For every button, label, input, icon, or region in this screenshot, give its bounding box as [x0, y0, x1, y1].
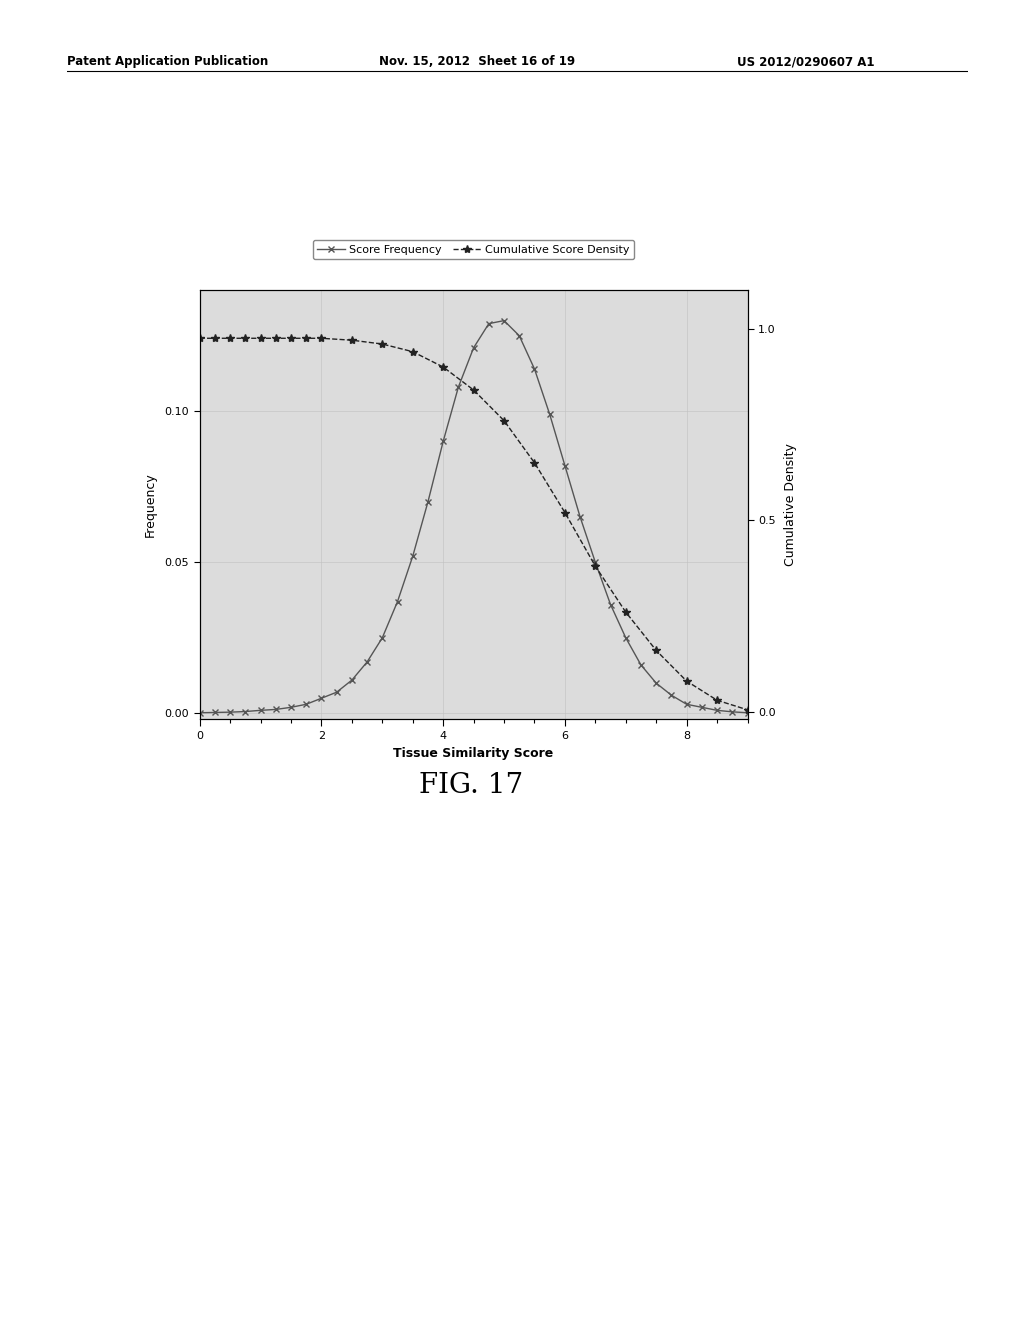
X-axis label: Tissue Similarity Score: Tissue Similarity Score	[393, 747, 554, 760]
Cumulative Score Density	[711, 692, 723, 708]
Cumulative Score Density	[224, 330, 237, 346]
Cumulative Score Density	[467, 381, 479, 397]
Line: Cumulative Score Density: Cumulative Score Density	[196, 334, 752, 714]
Score Frequency	[194, 705, 206, 721]
Score Frequency	[437, 433, 450, 449]
Text: Patent Application Publication: Patent Application Publication	[67, 55, 268, 69]
Line: Score Frequency: Score Frequency	[197, 318, 751, 715]
Score Frequency	[224, 705, 237, 721]
Score Frequency	[209, 705, 221, 721]
Cumulative Score Density	[650, 643, 663, 659]
Score Frequency	[589, 554, 601, 570]
Score Frequency	[635, 657, 647, 673]
Score Frequency	[346, 672, 358, 688]
Y-axis label: Frequency: Frequency	[143, 473, 157, 537]
Score Frequency	[453, 379, 465, 395]
Cumulative Score Density	[209, 330, 221, 346]
Cumulative Score Density	[254, 330, 266, 346]
Cumulative Score Density	[346, 333, 358, 348]
Score Frequency	[604, 597, 616, 612]
Score Frequency	[681, 697, 693, 713]
Score Frequency	[467, 339, 479, 355]
Cumulative Score Density	[589, 558, 601, 574]
Cumulative Score Density	[559, 504, 571, 520]
Score Frequency	[513, 327, 525, 343]
Y-axis label: Cumulative Density: Cumulative Density	[784, 444, 797, 566]
Cumulative Score Density	[285, 330, 297, 346]
Score Frequency	[741, 705, 754, 721]
Cumulative Score Density	[437, 359, 450, 375]
Score Frequency	[544, 407, 556, 422]
Text: US 2012/0290607 A1: US 2012/0290607 A1	[737, 55, 874, 69]
Cumulative Score Density	[620, 605, 632, 620]
Score Frequency	[695, 700, 708, 715]
Score Frequency	[376, 630, 388, 645]
Score Frequency	[650, 676, 663, 692]
Cumulative Score Density	[240, 330, 252, 346]
Cumulative Score Density	[741, 702, 754, 718]
Score Frequency	[574, 510, 587, 525]
Text: Nov. 15, 2012  Sheet 16 of 19: Nov. 15, 2012 Sheet 16 of 19	[379, 55, 575, 69]
Cumulative Score Density	[315, 330, 328, 346]
Score Frequency	[391, 594, 403, 610]
Cumulative Score Density	[194, 330, 206, 346]
Score Frequency	[482, 315, 495, 331]
Cumulative Score Density	[269, 330, 282, 346]
Cumulative Score Density	[300, 330, 312, 346]
Score Frequency	[422, 494, 434, 510]
Score Frequency	[559, 458, 571, 474]
Legend: Score Frequency, Cumulative Score Density: Score Frequency, Cumulative Score Densit…	[312, 240, 635, 259]
Score Frequency	[528, 362, 541, 378]
Cumulative Score Density	[528, 455, 541, 471]
Text: FIG. 17: FIG. 17	[419, 772, 523, 799]
Score Frequency	[300, 697, 312, 713]
Cumulative Score Density	[498, 413, 510, 429]
Score Frequency	[620, 630, 632, 645]
Score Frequency	[407, 548, 419, 564]
Score Frequency	[240, 704, 252, 719]
Cumulative Score Density	[376, 337, 388, 352]
Score Frequency	[315, 690, 328, 706]
Score Frequency	[269, 701, 282, 717]
Score Frequency	[285, 700, 297, 715]
Cumulative Score Density	[681, 673, 693, 689]
Score Frequency	[711, 702, 723, 718]
Score Frequency	[360, 655, 373, 671]
Score Frequency	[666, 688, 678, 704]
Score Frequency	[331, 684, 343, 700]
Score Frequency	[498, 313, 510, 329]
Cumulative Score Density	[407, 343, 419, 359]
Score Frequency	[726, 704, 738, 719]
Score Frequency	[254, 702, 266, 718]
